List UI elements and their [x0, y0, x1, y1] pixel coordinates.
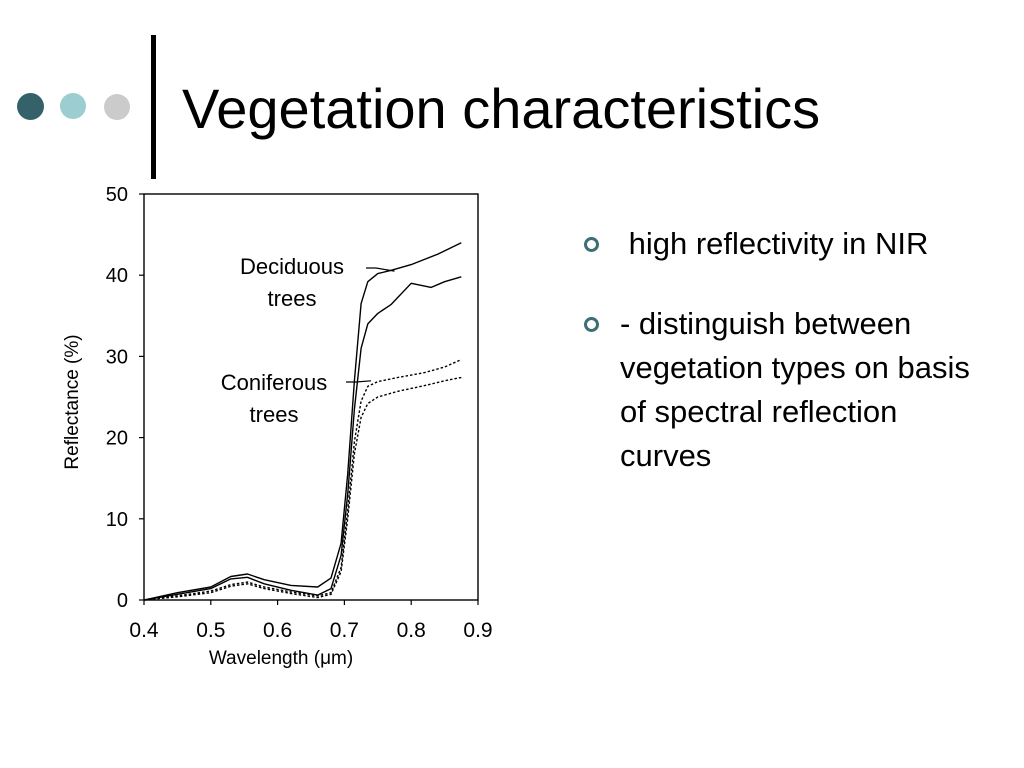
x-tick-label: 0.5 [196, 619, 225, 642]
annotation-label: trees [250, 402, 299, 427]
slide-title: Vegetation characteristics [182, 77, 821, 140]
y-tick-label: 10 [106, 509, 128, 531]
y-tick-label: 20 [106, 428, 128, 450]
annotation-label: Deciduous [240, 254, 344, 279]
y-tick-label: 30 [106, 346, 128, 368]
x-tick-label: 0.9 [463, 619, 492, 642]
annotation-label: Coniferous [221, 370, 327, 395]
bullet-text: - distinguish between vegetation types o… [620, 306, 979, 473]
series-line-deciduous-2 [143, 276, 462, 601]
x-tick-label: 0.4 [129, 619, 159, 642]
bullet-item: high reflectivity in NIR [582, 222, 982, 266]
bullet-marker-icon [584, 317, 599, 332]
bullet-item: - distinguish between vegetation types o… [582, 302, 982, 478]
y-tick-label: 50 [106, 184, 128, 206]
reflectance-chart: 0.4 0.5 0.6 0.7 0.8 0.9 0 10 20 30 40 50 Wavelength … [62, 184, 493, 669]
decorative-dot-grey [104, 94, 130, 120]
x-tick-label: 0.6 [263, 619, 292, 642]
annotation-label: trees [268, 286, 317, 311]
y-tick-label: 0 [117, 590, 128, 612]
series-line-coniferous-4 [143, 376, 462, 601]
x-tick-label: 0.7 [330, 619, 359, 642]
annotation-leader-line [346, 380, 372, 383]
title-divider [151, 35, 156, 179]
bullet-marker-icon [584, 237, 599, 252]
bullet-list: high reflectivity in NIR - distinguish be… [582, 222, 982, 514]
plot-frame [143, 193, 479, 601]
decorative-dot-teal [60, 93, 86, 119]
decorative-dot-dark [17, 93, 44, 120]
series-line-coniferous-3 [143, 358, 462, 601]
x-tick-label: 0.8 [397, 619, 426, 642]
annotation-leader-line [366, 267, 395, 272]
bullet-text: high reflectivity in NIR [620, 226, 929, 261]
y-tick-label: 40 [106, 265, 128, 287]
y-axis-label: Reflectance (%) [62, 334, 83, 469]
x-axis-label: Wavelength (μm) [209, 648, 353, 669]
